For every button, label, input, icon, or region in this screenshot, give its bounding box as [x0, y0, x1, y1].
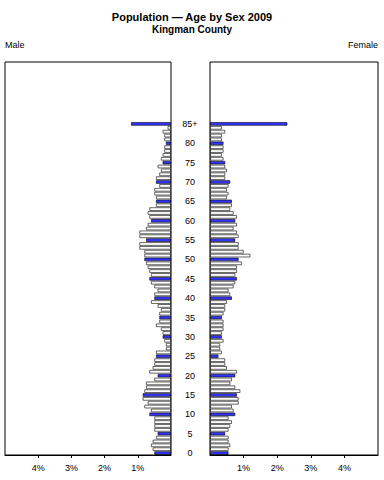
- svg-text:15: 15: [185, 390, 195, 400]
- svg-text:5: 5: [187, 429, 192, 439]
- svg-text:80: 80: [185, 138, 195, 148]
- svg-text:3%: 3%: [304, 463, 317, 473]
- svg-text:3%: 3%: [65, 463, 78, 473]
- svg-text:65: 65: [185, 196, 195, 206]
- svg-text:4%: 4%: [338, 463, 351, 473]
- svg-text:60: 60: [185, 216, 195, 226]
- svg-text:35: 35: [185, 313, 195, 323]
- svg-text:4%: 4%: [32, 463, 45, 473]
- svg-text:0: 0: [187, 448, 192, 458]
- svg-text:1%: 1%: [131, 463, 144, 473]
- svg-text:Female: Female: [348, 40, 378, 50]
- svg-text:1%: 1%: [237, 463, 250, 473]
- svg-text:25: 25: [185, 351, 195, 361]
- svg-text:Male: Male: [5, 40, 25, 50]
- svg-text:Kingman County: Kingman County: [152, 24, 232, 35]
- svg-text:2%: 2%: [98, 463, 111, 473]
- svg-text:75: 75: [185, 158, 195, 168]
- svg-text:30: 30: [185, 332, 195, 342]
- svg-text:2%: 2%: [271, 463, 284, 473]
- svg-text:10: 10: [185, 409, 195, 419]
- svg-text:40: 40: [185, 293, 195, 303]
- svg-text:20: 20: [185, 371, 195, 381]
- svg-text:85+: 85+: [182, 119, 197, 129]
- svg-text:55: 55: [185, 235, 195, 245]
- svg-text:70: 70: [185, 177, 195, 187]
- svg-text:50: 50: [185, 254, 195, 264]
- svg-text:45: 45: [185, 274, 195, 284]
- svg-text:Population — Age by Sex 2009: Population — Age by Sex 2009: [112, 11, 272, 23]
